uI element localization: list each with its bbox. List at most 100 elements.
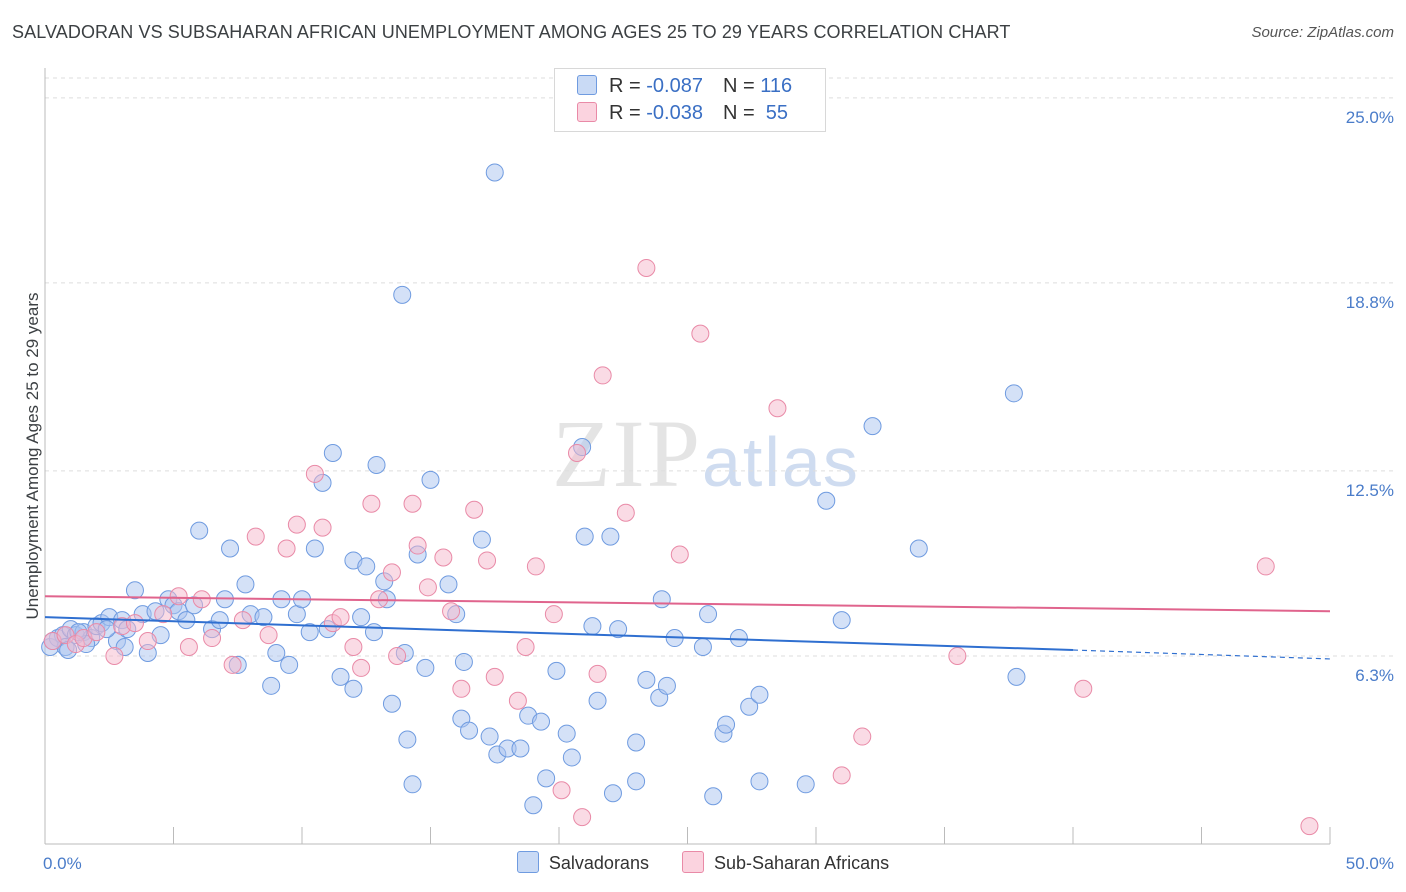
legend-r-value: -0.087 xyxy=(646,75,703,97)
salvadoran-point xyxy=(583,617,602,636)
subsaharan-point xyxy=(179,638,198,657)
salvadoran-point xyxy=(398,730,417,749)
salvadoran-point xyxy=(729,629,748,648)
legend-n-label: N = xyxy=(722,102,761,124)
x-tick-label-max: 50.0% xyxy=(1346,854,1394,873)
subsaharan-point xyxy=(588,664,607,683)
legend-item-salvadorans[interactable]: Salvadorans xyxy=(516,851,649,874)
chart-title: SALVADORAN VS SUBSAHARAN AFRICAN UNEMPLO… xyxy=(12,22,1011,42)
subsaharan-point xyxy=(277,539,296,558)
subsaharan-point xyxy=(465,500,484,519)
salvadoran-point xyxy=(740,697,759,716)
salvadoran-point xyxy=(177,611,196,630)
salvadoran-point xyxy=(364,623,383,642)
salvadoran-point xyxy=(254,608,273,627)
salvadoran-point xyxy=(817,491,836,510)
legend-n-value: 116 xyxy=(760,75,793,97)
subsaharan-point xyxy=(403,494,422,513)
source-label: Source: ZipAtlas.com xyxy=(1251,24,1394,41)
subsaharan-point xyxy=(1256,557,1275,576)
salvadoran-point xyxy=(652,590,671,609)
y-tick-label: 12.5% xyxy=(1346,481,1394,500)
subsaharan-point xyxy=(452,679,471,698)
legend-swatch-blue xyxy=(577,75,597,95)
salvadoran-point xyxy=(863,417,882,436)
subsaharan-point xyxy=(832,766,851,785)
subsaharan-point xyxy=(1074,679,1093,698)
subsaharan-point xyxy=(434,548,453,567)
legend-item-subsaharan[interactable]: Sub-Saharan Africans xyxy=(681,851,890,874)
salvadoran-point xyxy=(693,638,712,657)
legend-n-value: 55 xyxy=(760,102,789,124)
subsaharan-point xyxy=(138,632,157,651)
salvadoran-point xyxy=(367,455,386,474)
legend-r-value: -0.038 xyxy=(646,102,703,124)
subsaharan-point xyxy=(223,655,242,674)
subsaharan-point xyxy=(259,626,278,645)
subsaharan-point xyxy=(516,638,535,657)
salvadoran-point xyxy=(236,575,255,594)
salvadoran-point xyxy=(609,620,628,639)
y-tick-label: 6.3% xyxy=(1355,666,1394,685)
swatch-salvadorans xyxy=(516,851,539,873)
subsaharan-point xyxy=(478,551,497,570)
subsaharan-point xyxy=(567,444,586,463)
subsaharan-point xyxy=(1300,817,1319,836)
subsaharan-point xyxy=(331,608,350,627)
salvadoran-point xyxy=(537,769,556,788)
y-tick-labels: 6.3% 12.5% 18.8% 25.0% xyxy=(1346,108,1394,685)
subsaharan-point xyxy=(105,646,124,665)
grid-lines xyxy=(45,77,1394,657)
salvadoran-point xyxy=(472,530,491,549)
salvadoran-point xyxy=(221,539,240,558)
salvadoran-point xyxy=(439,575,458,594)
subsaharan-point xyxy=(125,614,144,633)
axes xyxy=(44,68,1330,845)
legend-row-subsaharan: R = -0.038 N = 55 xyxy=(577,102,788,128)
salvadorans-trend-extension xyxy=(1072,649,1331,660)
salvadoran-point xyxy=(657,676,676,695)
salvadoran-point xyxy=(1007,667,1026,686)
y-tick-label: 18.8% xyxy=(1346,293,1394,312)
salvadoran-point xyxy=(532,712,551,731)
subsaharan-point xyxy=(670,545,689,564)
subsaharan-point xyxy=(313,518,332,537)
legend-label-subsaharan: Sub-Saharan Africans xyxy=(713,853,890,873)
salvadoran-point xyxy=(603,784,622,803)
subsaharan-point xyxy=(552,781,571,800)
subsaharan-point xyxy=(305,464,324,483)
legend-r-label: R = xyxy=(609,75,647,97)
subsaharan-point xyxy=(408,536,427,555)
salvadoran-point xyxy=(717,715,736,734)
subsaharan-point xyxy=(382,563,401,582)
x-tick-label-min: 0.0% xyxy=(43,854,82,873)
watermark-atlas: atlas xyxy=(702,423,860,501)
salvadorans-points xyxy=(41,163,1026,815)
salvadoran-point xyxy=(344,679,363,698)
legend-n-label: N = xyxy=(722,75,761,97)
salvadoran-point xyxy=(832,611,851,630)
subsaharan-point xyxy=(418,578,437,597)
subsaharan-point xyxy=(388,646,407,665)
series-legend: Salvadorans Sub-Saharan Africans xyxy=(0,851,1406,874)
subsaharan-point xyxy=(442,602,461,621)
subsaharan-point xyxy=(768,399,787,418)
y-axis-title: Unemployment Among Ages 25 to 29 years xyxy=(23,293,42,620)
salvadoran-point xyxy=(280,655,299,674)
salvadoran-point xyxy=(267,643,286,662)
salvadoran-point xyxy=(750,685,769,704)
salvadoran-point xyxy=(382,694,401,713)
subsaharan-point xyxy=(616,503,635,522)
swatch-subsaharan xyxy=(681,851,704,873)
salvadoran-point xyxy=(909,539,928,558)
subsaharan-point xyxy=(508,691,527,710)
legend: R = -0.087 N = 116 R = -0.038 N = 55 xyxy=(554,68,826,132)
y-tick-label: 25.0% xyxy=(1346,108,1394,127)
subsaharan-point xyxy=(87,623,106,642)
salvadoran-point xyxy=(562,748,581,767)
salvadoran-point xyxy=(421,470,440,489)
salvadoran-point xyxy=(699,605,718,624)
subsaharan-point xyxy=(352,658,371,677)
salvadoran-point xyxy=(480,727,499,746)
salvadoran-point xyxy=(627,733,646,752)
